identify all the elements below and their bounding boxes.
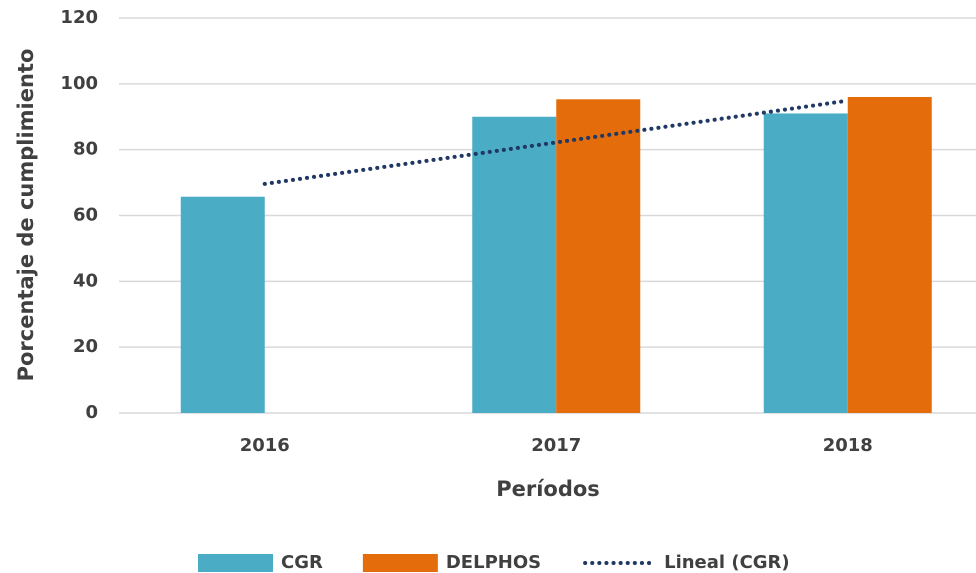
bar [180,196,265,413]
legend-swatch [198,554,273,572]
trend-line [262,98,850,186]
y-tick-label: 100 [60,73,98,94]
y-tick-label: 80 [73,139,98,160]
legend-label: CGR [281,552,323,573]
legend-label: DELPHOS [446,552,541,573]
legend-swatch [362,554,438,572]
y-tick-label: 120 [60,7,98,28]
bar [763,113,848,413]
y-tick-label: 20 [73,336,98,357]
y-axis-title: Porcentaje de cumplimiento [14,49,38,382]
x-axis-title: Períodos [496,477,600,501]
bar [556,99,641,413]
y-tick-label: 60 [73,205,98,226]
x-tick-label: 2016 [240,435,290,456]
bar [847,97,932,413]
y-tick-label: 0 [85,402,98,423]
y-tick-label: 40 [73,270,98,291]
legend-label: Lineal (CGR) [664,552,790,573]
x-tick-label: 2017 [531,435,581,456]
bar [472,116,557,413]
x-tick-label: 2018 [823,435,873,456]
